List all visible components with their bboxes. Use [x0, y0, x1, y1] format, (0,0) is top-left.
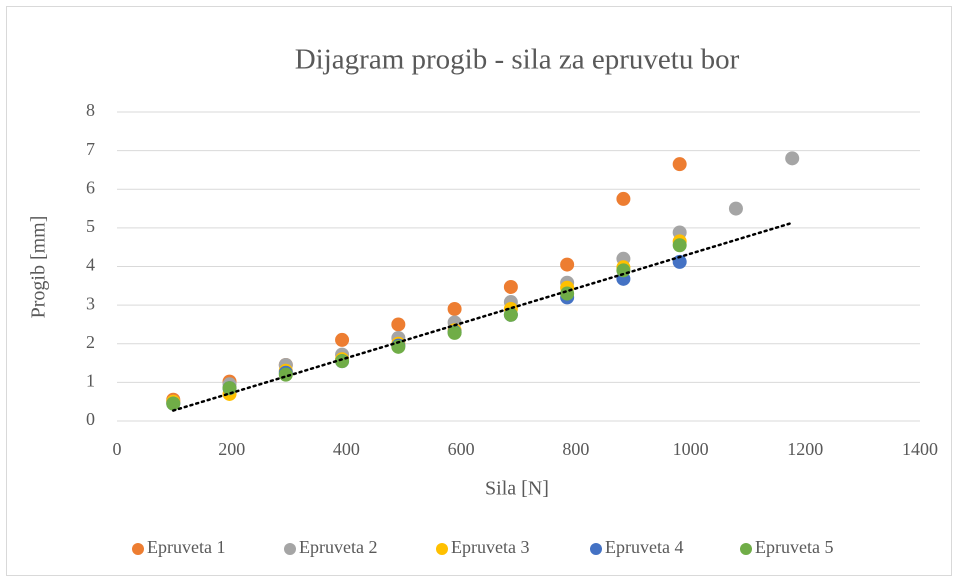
point	[560, 257, 575, 272]
y-tick-label: 4	[86, 255, 95, 275]
x-tick-label: 200	[218, 439, 245, 459]
point	[560, 286, 575, 301]
y-tick-label: 8	[86, 100, 95, 120]
legend-swatch	[436, 543, 448, 555]
point	[728, 201, 743, 216]
y-tick-label: 5	[86, 216, 95, 236]
legend-label: Epruveta 5	[755, 537, 833, 557]
x-tick-label: 600	[448, 439, 475, 459]
point	[335, 332, 350, 347]
y-tick-label: 0	[86, 409, 95, 429]
legend-label: Epruveta 3	[451, 537, 529, 557]
y-tick-label: 7	[86, 139, 95, 159]
x-tick-label: 400	[333, 439, 360, 459]
x-tick-label: 1000	[673, 439, 709, 459]
point	[672, 238, 687, 253]
y-tick-label: 1	[86, 371, 95, 391]
legend-swatch	[740, 543, 752, 555]
x-tick-label: 1200	[787, 439, 823, 459]
y-axis-label: Progib [mm]	[28, 216, 50, 319]
trendline	[172, 221, 794, 412]
x-axis-label: Sila [N]	[485, 478, 549, 500]
legend-swatch	[284, 543, 296, 555]
chart-frame	[6, 6, 952, 576]
legend-label: Epruveta 4	[605, 537, 683, 557]
x-tick-label: 0	[113, 439, 122, 459]
point	[616, 191, 631, 206]
point	[391, 317, 406, 332]
legend-label: Epruveta 1	[147, 537, 225, 557]
point	[447, 325, 462, 340]
point	[503, 307, 518, 322]
legend-label: Epruveta 2	[299, 537, 377, 557]
y-tick-label: 6	[86, 177, 95, 197]
point	[503, 279, 518, 294]
point	[672, 157, 687, 172]
point	[166, 396, 181, 411]
point	[391, 339, 406, 354]
point	[672, 254, 687, 269]
point	[447, 301, 462, 316]
legend-swatch	[590, 543, 602, 555]
y-tick-label: 2	[86, 332, 95, 352]
chart-title: Dijagram progib - sila za epruvetu bor	[295, 44, 740, 76]
legend-swatch	[132, 543, 144, 555]
y-tick-label: 3	[86, 293, 95, 313]
x-tick-label: 1400	[902, 439, 938, 459]
x-tick-label: 800	[562, 439, 589, 459]
point	[785, 151, 800, 166]
